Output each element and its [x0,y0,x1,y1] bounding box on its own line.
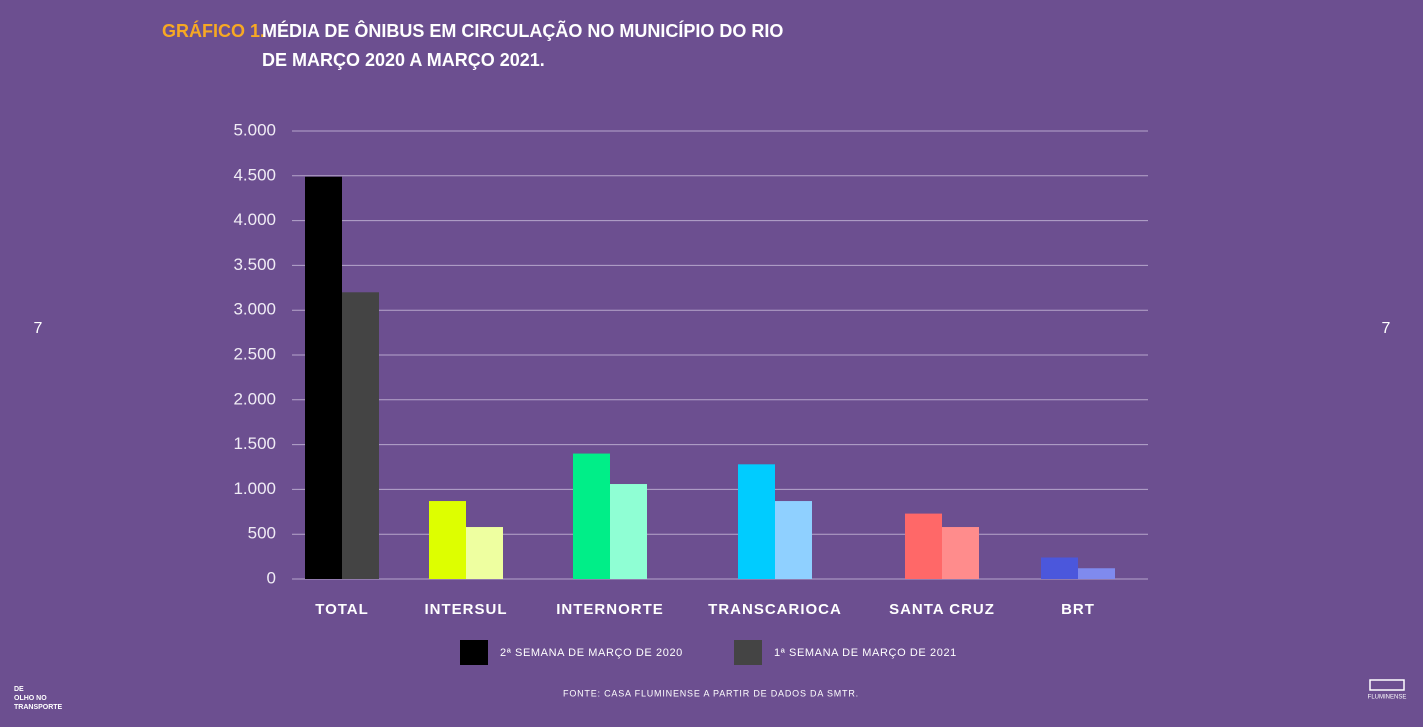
page-number: 7 [1382,320,1391,337]
logo-text: FLUMINENSE [1368,695,1407,701]
logo-icon [1369,679,1405,691]
logo-text: OLHO NO [14,695,47,702]
bar [466,527,503,579]
logo-text: TRANSPORTE [14,704,63,711]
chart-label: GRÁFICO 1. [162,20,265,41]
legend-swatch [460,640,488,665]
bar [775,501,812,579]
x-tick-label: INTERNORTE [556,601,664,618]
x-tick-label: INTERSUL [425,601,508,618]
bar [573,453,610,579]
page-number: 7 [34,320,43,337]
bar [738,464,775,579]
y-tick-label: 4.000 [233,210,276,229]
bar [905,513,942,579]
source: FONTE: CASA FLUMINENSE A PARTIR DE DADOS… [563,688,859,698]
y-tick-label: 1.000 [233,479,276,498]
logo-text: DE [14,686,24,693]
y-tick-label: 5.000 [233,120,276,139]
chart-title: DE MARÇO 2020 A MARÇO 2021. [262,50,545,70]
legend-label: 1ª SEMANA DE MARÇO DE 2021 [774,647,957,659]
chart-title: MÉDIA DE ÔNIBUS EM CIRCULAÇÃO NO MUNICÍP… [262,20,783,41]
x-tick-label: TOTAL [315,601,369,618]
bar [429,501,466,579]
x-tick-label: TRANSCARIOCA [708,601,842,618]
x-tick-label: SANTA CRUZ [889,601,995,618]
bar [1078,568,1115,579]
bar [610,484,647,579]
y-tick-label: 2.500 [233,344,276,363]
legend-label: 2ª SEMANA DE MARÇO DE 2020 [500,647,683,659]
y-tick-label: 4.500 [233,165,276,184]
y-tick-label: 2.000 [233,389,276,408]
bar [342,292,379,579]
bar [1041,557,1078,579]
bar [942,527,979,579]
y-tick-label: 3.500 [233,255,276,274]
x-tick-label: BRT [1061,601,1095,618]
y-tick-label: 500 [248,524,276,543]
y-tick-label: 0 [267,568,276,587]
y-tick-label: 3.000 [233,300,276,319]
y-tick-label: 1.500 [233,434,276,453]
bar [305,176,342,580]
legend-swatch [734,640,762,665]
